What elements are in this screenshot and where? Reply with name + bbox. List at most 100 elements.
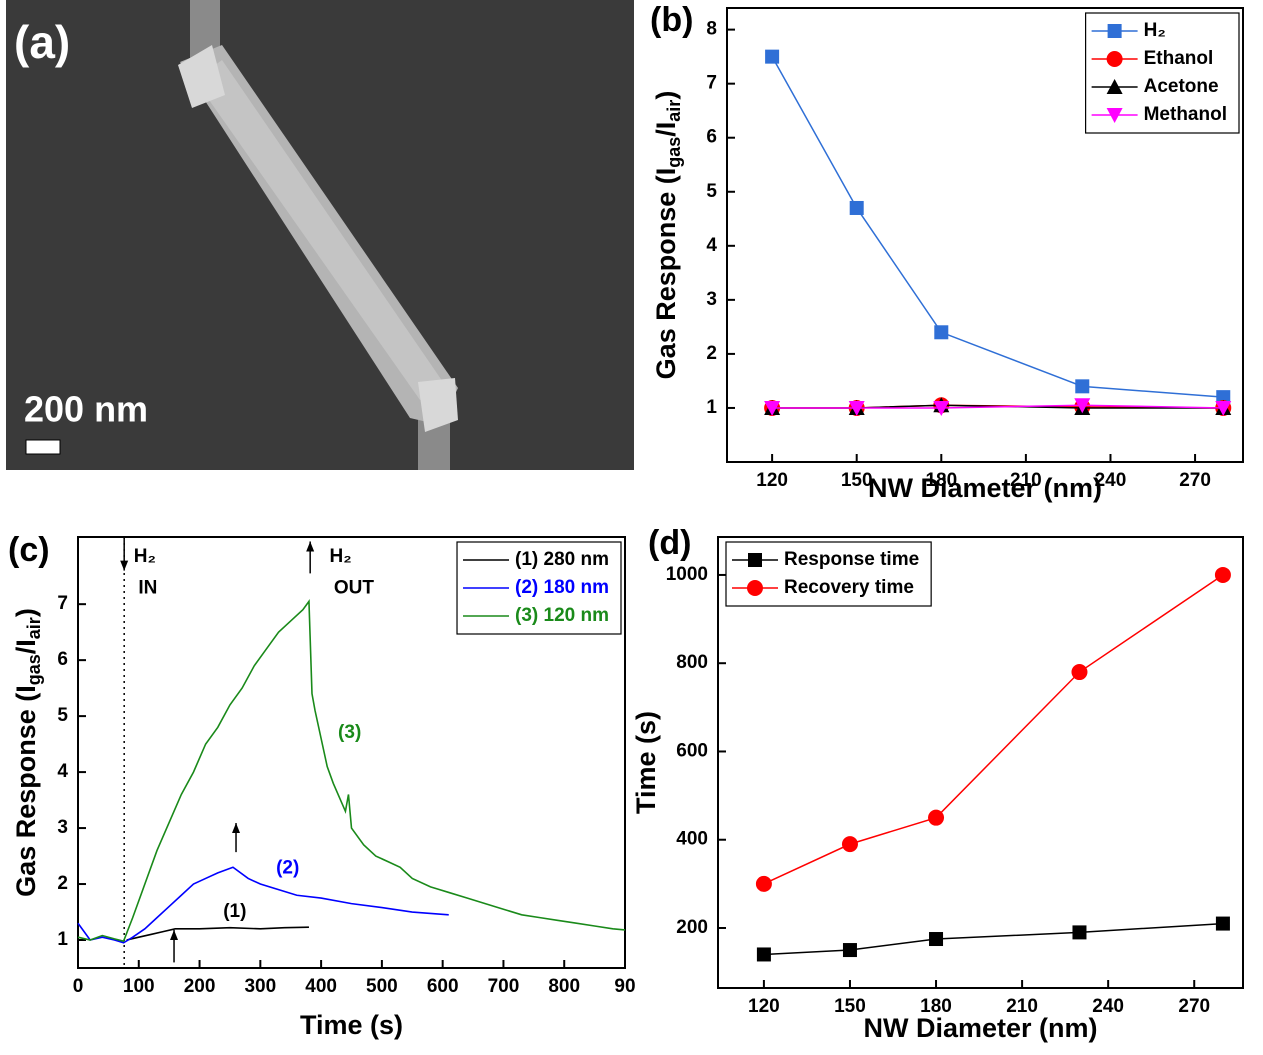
x-tick-label: 180 (920, 996, 952, 1017)
x-tick-label: 180 (925, 470, 957, 491)
y-axis-label: Gas Response (Igas/Iair) (651, 91, 684, 380)
annotation: (1) (223, 901, 246, 922)
x-tick-label: 300 (244, 976, 276, 997)
panel-label: (a) (14, 16, 70, 68)
series-line (763, 922, 1223, 956)
x-tick-label: 200 (184, 976, 216, 997)
x-tick-label: 150 (834, 996, 866, 1017)
x-tick-label: 210 (1010, 470, 1042, 491)
y-axis-label-part: air (24, 617, 44, 639)
y-tick-label: 1000 (666, 564, 708, 585)
marker (1075, 379, 1090, 394)
chart-panel: 120 150 180 210 240 270 200 400 600 800 1000 NW Dia… (631, 524, 1244, 1043)
legend-label: Ethanol (1144, 48, 1214, 69)
x-axis-label: NW Diameter (nm) (868, 473, 1102, 503)
legend-label: (2) 180 nm (515, 577, 609, 598)
x-tick-label: 100 (123, 976, 155, 997)
plot-frame (726, 7, 1244, 463)
annotation: OUT (334, 578, 375, 599)
x-tick-label: 0 (73, 976, 84, 997)
series-line (77, 866, 449, 944)
annotation: IN (138, 578, 157, 599)
panel-label: (c) (8, 531, 50, 569)
y-axis-label-part: ) (11, 608, 41, 617)
y-tick-label: 400 (676, 829, 708, 850)
y-tick-label: 4 (706, 235, 717, 256)
panel-label: (b) (650, 1, 693, 39)
marker (934, 325, 949, 340)
y-axis-label-part: gas (24, 654, 44, 685)
legend-label: Recovery time (784, 577, 914, 598)
x-tick-label: 210 (1006, 996, 1038, 1017)
marker (755, 875, 772, 892)
x-axis-label: NW Diameter (nm) (863, 1013, 1097, 1043)
plot-frame (77, 536, 626, 969)
marker (928, 809, 945, 826)
x-tick-label: 700 (488, 976, 520, 997)
marker (848, 400, 865, 416)
x-tick-label: 150 (841, 470, 873, 491)
marker (764, 400, 781, 416)
y-axis-label-part: /I (11, 639, 41, 654)
y-axis-label-part: Gas Response (I (11, 685, 41, 897)
arrow-head (170, 929, 179, 940)
legend-label: Response time (784, 549, 919, 570)
legend-box (725, 541, 932, 607)
y-tick-label: 3 (57, 817, 68, 838)
plot-frame (717, 536, 1244, 989)
legend-label: Methanol (1144, 104, 1227, 125)
arrow-head (120, 560, 129, 571)
y-tick-label: 800 (676, 652, 708, 673)
marker (1072, 925, 1087, 940)
y-tick-label: 2 (706, 343, 717, 364)
x-axis-label: Time (s) (300, 1010, 403, 1040)
series-line (77, 599, 626, 943)
annotation: (2) (276, 857, 299, 878)
marker (756, 947, 771, 962)
arrow-head (232, 823, 241, 834)
annotation: (3) (338, 722, 361, 743)
x-tick-label: 240 (1095, 470, 1127, 491)
y-axis-label-part: Gas Response (I (651, 168, 681, 380)
legend-label: (1) 280 nm (515, 549, 609, 570)
scale-bar (25, 439, 61, 455)
y-tick-label: 7 (57, 593, 68, 614)
y-axis-label: Gas Response (Igas/Iair) (11, 608, 44, 897)
arrow-head (306, 541, 315, 552)
chart-panel: 120 150 180 210 240 270 1 2 3 4 5 6 7 8 NW Diameter (n… (650, 1, 1244, 503)
annotation: H₂ (329, 546, 351, 567)
marker (1214, 566, 1231, 583)
y-axis-label-part: /I (651, 122, 681, 137)
y-tick-label: 7 (706, 73, 717, 94)
legend-label: (3) 120 nm (515, 605, 609, 626)
series-line (126, 926, 309, 941)
marker (1106, 108, 1123, 123)
legend: H₂ Ethanol Acetone Methanol (1085, 12, 1240, 134)
marker (849, 200, 864, 215)
x-tick-label: 270 (1178, 996, 1210, 1017)
scale-bar-label: 200 nm (24, 389, 148, 430)
x-tick-label: 240 (1092, 996, 1124, 1017)
marker (765, 49, 780, 64)
y-tick-label: 5 (706, 181, 717, 202)
x-tick-label: 120 (756, 470, 788, 491)
legend-label: H₂ (1144, 20, 1166, 41)
y-tick-label: 6 (57, 649, 68, 670)
marker (1106, 79, 1123, 94)
marker (1106, 51, 1123, 67)
marker (929, 932, 944, 947)
nanowire-highlight (195, 60, 445, 400)
y-tick-label: 1 (57, 929, 68, 950)
x-tick-label: 600 (427, 976, 459, 997)
x-tick-label: 500 (366, 976, 398, 997)
wire-end (418, 378, 458, 432)
y-tick-label: 600 (676, 740, 708, 761)
panel-label: (d) (648, 524, 691, 562)
marker (1074, 398, 1091, 414)
y-axis-label-part: ) (651, 91, 681, 100)
y-tick-label: 5 (57, 705, 68, 726)
y-axis-label-part: gas (664, 137, 684, 168)
marker (748, 553, 762, 567)
